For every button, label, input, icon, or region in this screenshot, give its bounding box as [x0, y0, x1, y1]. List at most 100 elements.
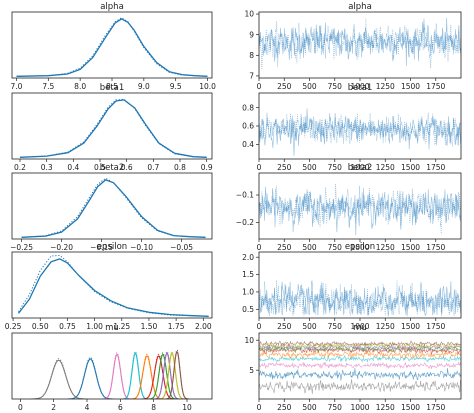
x-tick-label: 1500	[401, 82, 420, 91]
density-line-solid	[16, 18, 208, 77]
trace-line-solid	[259, 280, 461, 317]
x-tick-label: 0.4	[67, 163, 79, 172]
y-tick-label: −0.2	[236, 218, 254, 227]
trace-line-solid	[259, 108, 461, 156]
panel-trace-1: 0 250 500 750 1000 1250 1500 1750 7 8 9 10 alpha	[244, 2, 462, 91]
x-tick-label: 1750	[426, 82, 445, 91]
x-tick-label: 1000	[350, 163, 369, 172]
mu-trace-4	[259, 350, 461, 360]
panel-trace-7: 0 250 500 750 1000 1250 1500 1750 0.5 1.0 1.5 2.0 ep…	[242, 242, 462, 331]
panel-density-4: −0.25 −0.20 −0.15 −0.10 −0.05 beta2	[10, 163, 213, 252]
trace-line-dotted	[259, 280, 461, 317]
trace-line-solid	[259, 17, 461, 67]
mu-density-2	[102, 352, 132, 399]
plot-area	[19, 98, 207, 158]
density-line-solid	[21, 179, 206, 238]
x-tick-label: 0	[257, 163, 262, 172]
x-tick-label: 0	[257, 322, 262, 331]
x-tick-label: 1750	[426, 403, 445, 412]
x-tick-label: 1750	[426, 163, 445, 172]
y-tick-label: 7	[249, 72, 254, 81]
mu-density-6	[148, 352, 178, 399]
x-tick-label: 0.9	[201, 163, 213, 172]
x-tick-label: 750	[328, 322, 343, 331]
plot-area	[259, 280, 461, 317]
x-tick-label: 10	[182, 403, 192, 412]
x-tick-label: 0	[257, 403, 262, 412]
density-line-dotted	[21, 177, 206, 238]
x-tick-label: 0	[18, 403, 23, 412]
mu-density-2	[102, 353, 132, 399]
x-tick-label: 1000	[350, 403, 369, 412]
x-tick-label: 500	[302, 243, 317, 252]
mu-density-0	[30, 358, 87, 399]
panel-title: mu	[353, 323, 367, 333]
x-tick-label: 8.0	[74, 82, 86, 91]
x-tick-label: 250	[277, 243, 292, 252]
x-tick-label: 0.2	[14, 163, 26, 172]
panel-title: alpha	[100, 2, 124, 12]
trace-line-dotted	[259, 18, 461, 70]
mu-trace-8	[259, 341, 461, 351]
mu-trace-0	[259, 379, 461, 394]
y-tick-label: 2.0	[242, 253, 254, 262]
x-tick-label: 8.5	[106, 82, 118, 91]
x-tick-label: 250	[277, 163, 292, 172]
x-tick-label: −0.10	[130, 243, 153, 252]
panel-trace-3: 0 250 500 750 1000 1250 1500 1750 0.4 0.6 0.8 beta1	[242, 83, 462, 172]
mu-density-4	[130, 353, 164, 399]
plot-area	[16, 17, 208, 77]
x-tick-label: 7.0	[10, 82, 22, 91]
x-tick-label: 1250	[376, 82, 395, 91]
mu-density-7	[153, 352, 181, 399]
axes-frame	[11, 11, 213, 79]
x-tick-label: 9.5	[170, 82, 182, 91]
x-tick-label: 9.0	[138, 82, 150, 91]
plot-area	[17, 254, 209, 317]
panel-title: beta1	[348, 83, 373, 93]
density-line-solid	[17, 258, 209, 317]
x-tick-label: 500	[302, 403, 317, 412]
y-tick-label: 1.5	[242, 270, 254, 279]
x-tick-label: 750	[328, 82, 343, 91]
y-tick-label: 10	[244, 10, 254, 19]
x-tick-label: 1000	[350, 322, 369, 331]
x-tick-label: 2	[51, 403, 56, 412]
x-tick-label: −0.15	[90, 243, 113, 252]
x-tick-label: 1250	[376, 403, 395, 412]
axes-frame	[11, 92, 213, 160]
x-tick-label: −0.05	[170, 243, 193, 252]
mu-density-3	[122, 352, 149, 399]
x-tick-label: −0.25	[10, 243, 33, 252]
x-tick-label: 0.7	[147, 163, 159, 172]
y-tick-label: 0.8	[242, 103, 254, 112]
density-line-solid	[19, 99, 207, 158]
x-tick-label: 8	[151, 403, 156, 412]
plot-area	[259, 183, 461, 236]
x-tick-label: 1750	[426, 243, 445, 252]
mu-density-8	[158, 352, 186, 399]
panel-density-0: 7.0 7.5 8.0 8.5 9.0 9.5 10.0 alpha	[10, 2, 216, 91]
x-tick-label: 750	[328, 163, 343, 172]
x-tick-label: 1250	[376, 243, 395, 252]
x-tick-label: 10.0	[199, 82, 216, 91]
x-tick-label: 250	[277, 403, 292, 412]
y-tick-label: −0.1	[236, 191, 254, 200]
trace-line-dotted	[259, 183, 461, 235]
y-tick-label: 8	[249, 51, 254, 60]
mu-trace-9	[259, 340, 461, 348]
x-tick-label: 750	[328, 403, 343, 412]
panel-title: epsilon	[97, 242, 127, 252]
x-tick-label: 0.25	[5, 322, 22, 331]
mu-density-1	[67, 358, 114, 399]
mu-density-3	[122, 350, 149, 399]
y-tick-label: 9	[249, 30, 254, 39]
x-tick-label: 1500	[401, 243, 420, 252]
x-tick-label: 0.50	[32, 322, 49, 331]
panel-title: alpha	[348, 2, 372, 12]
x-tick-label: 0.8	[174, 163, 186, 172]
x-tick-label: 1500	[401, 163, 420, 172]
x-tick-label: 1.00	[86, 322, 103, 331]
panel-title: beta1	[100, 83, 125, 93]
y-tick-label: 0.4	[242, 140, 254, 149]
